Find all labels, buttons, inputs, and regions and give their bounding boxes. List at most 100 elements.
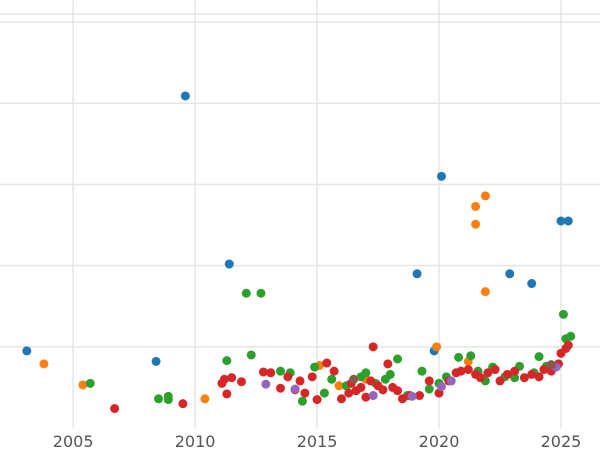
data-point — [110, 404, 120, 414]
data-point — [334, 381, 344, 391]
data-point — [527, 369, 537, 379]
data-point — [236, 377, 246, 387]
data-point — [466, 351, 476, 361]
data-point — [224, 259, 234, 269]
data-point — [329, 366, 339, 376]
data-point — [256, 288, 266, 298]
series-5 — [349, 360, 556, 384]
data-point — [290, 384, 300, 394]
data-point — [319, 388, 329, 398]
data-point — [368, 391, 378, 401]
data-points — [22, 91, 576, 414]
data-point — [151, 356, 161, 366]
data-point — [502, 369, 512, 379]
data-point — [258, 367, 268, 377]
data-point — [275, 366, 285, 376]
x-tick-label: 2025 — [541, 432, 582, 450]
data-point — [490, 365, 500, 375]
data-point — [180, 91, 190, 101]
data-point — [383, 359, 393, 369]
data-point — [510, 373, 520, 383]
data-point — [539, 365, 549, 375]
data-point — [436, 171, 446, 181]
data-point — [471, 219, 481, 229]
data-point — [475, 373, 485, 383]
data-point — [275, 383, 285, 393]
data-point — [78, 380, 88, 390]
data-point — [563, 340, 573, 350]
data-point — [556, 216, 566, 226]
data-point — [200, 394, 210, 404]
data-point — [227, 373, 237, 383]
data-point — [415, 391, 425, 401]
data-point — [300, 388, 310, 398]
data-point — [505, 269, 515, 279]
data-point — [310, 362, 320, 372]
data-point — [344, 388, 354, 398]
data-point — [312, 395, 322, 405]
data-point — [412, 269, 422, 279]
data-point — [368, 342, 378, 352]
series-0 — [22, 91, 573, 366]
data-point — [385, 369, 395, 379]
data-point — [361, 392, 371, 402]
data-point — [480, 191, 490, 201]
data-point — [407, 391, 417, 401]
x-tick-label: 2020 — [419, 432, 460, 450]
data-point — [163, 395, 173, 405]
data-point — [558, 309, 568, 319]
x-axis-ticks: 2005 2010 2015 2020 2025 — [53, 432, 582, 450]
grid — [0, 0, 600, 428]
data-point — [327, 374, 337, 384]
data-point — [483, 368, 493, 378]
data-point — [295, 376, 305, 386]
data-point — [563, 216, 573, 226]
data-point — [495, 376, 505, 386]
data-point — [154, 394, 164, 404]
data-point — [39, 359, 49, 369]
data-point — [546, 360, 556, 370]
data-point — [297, 396, 307, 406]
data-point — [454, 352, 464, 362]
data-point — [480, 287, 490, 297]
data-point — [534, 352, 544, 362]
x-tick-label: 2010 — [175, 432, 216, 450]
data-point — [417, 366, 427, 376]
data-point — [22, 346, 32, 356]
data-point — [222, 389, 232, 399]
data-point — [510, 366, 520, 376]
data-point — [307, 372, 317, 382]
data-point — [178, 399, 188, 409]
data-point — [219, 374, 229, 384]
data-point — [393, 386, 403, 396]
data-point — [85, 378, 95, 388]
data-point — [283, 372, 293, 382]
data-point — [424, 376, 434, 386]
data-point — [336, 394, 346, 404]
data-point — [566, 331, 576, 341]
data-point — [349, 374, 359, 384]
data-point — [471, 201, 481, 211]
data-point — [463, 365, 473, 375]
x-tick-label: 2015 — [297, 432, 338, 450]
data-point — [378, 385, 388, 395]
data-point — [432, 342, 442, 352]
data-point — [446, 376, 456, 386]
data-point — [424, 384, 434, 394]
x-tick-label: 2005 — [53, 432, 94, 450]
data-point — [266, 368, 276, 378]
data-point — [456, 366, 466, 376]
data-point — [356, 382, 366, 392]
data-point — [436, 382, 446, 392]
data-point — [361, 368, 371, 378]
data-point — [393, 354, 403, 364]
data-point — [246, 350, 256, 360]
data-point — [222, 356, 232, 366]
data-point — [397, 394, 407, 404]
data-point — [534, 372, 544, 382]
data-point — [527, 279, 537, 289]
data-point — [261, 379, 271, 389]
series-1 — [39, 191, 490, 404]
data-point — [366, 376, 376, 386]
